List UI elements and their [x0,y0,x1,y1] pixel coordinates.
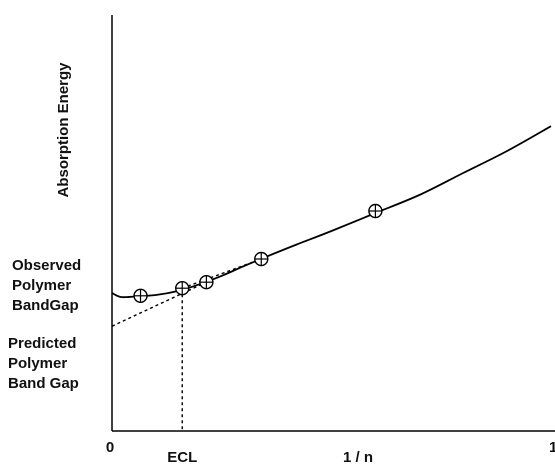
data-point-1 [133,288,148,303]
data-point-2 [175,281,190,296]
x-tick-label-1: 1 [549,439,555,456]
observed-label: Observed Polymer BandGap [12,257,85,314]
plot-marks [111,125,552,431]
data-point-4 [254,251,269,267]
y-axis-label: Absorption Energy [55,62,72,198]
extrapolation-line-2 [111,281,207,327]
extrapolation-line-3 [181,258,262,289]
measured-curve [111,125,552,299]
axes [111,15,555,432]
observed-label-line-3: BandGap [12,297,79,314]
x-tick-label-0: 0 [106,439,114,456]
predicted-label-line-2: Polymer [8,355,67,372]
predicted-label-line-1: Predicted [8,335,76,352]
data-point-3 [199,275,214,290]
data-point-5 [368,203,383,219]
observed-label-line-1: Observed [12,257,81,274]
x-axis-label: 1 / n [343,449,373,466]
predicted-label-line-3: Band Gap [8,375,79,392]
observed-label-line-2: Polymer [12,277,71,294]
predicted-label: Predicted Polymer Band Gap [8,335,81,392]
ecl-label: ECL [167,449,197,466]
